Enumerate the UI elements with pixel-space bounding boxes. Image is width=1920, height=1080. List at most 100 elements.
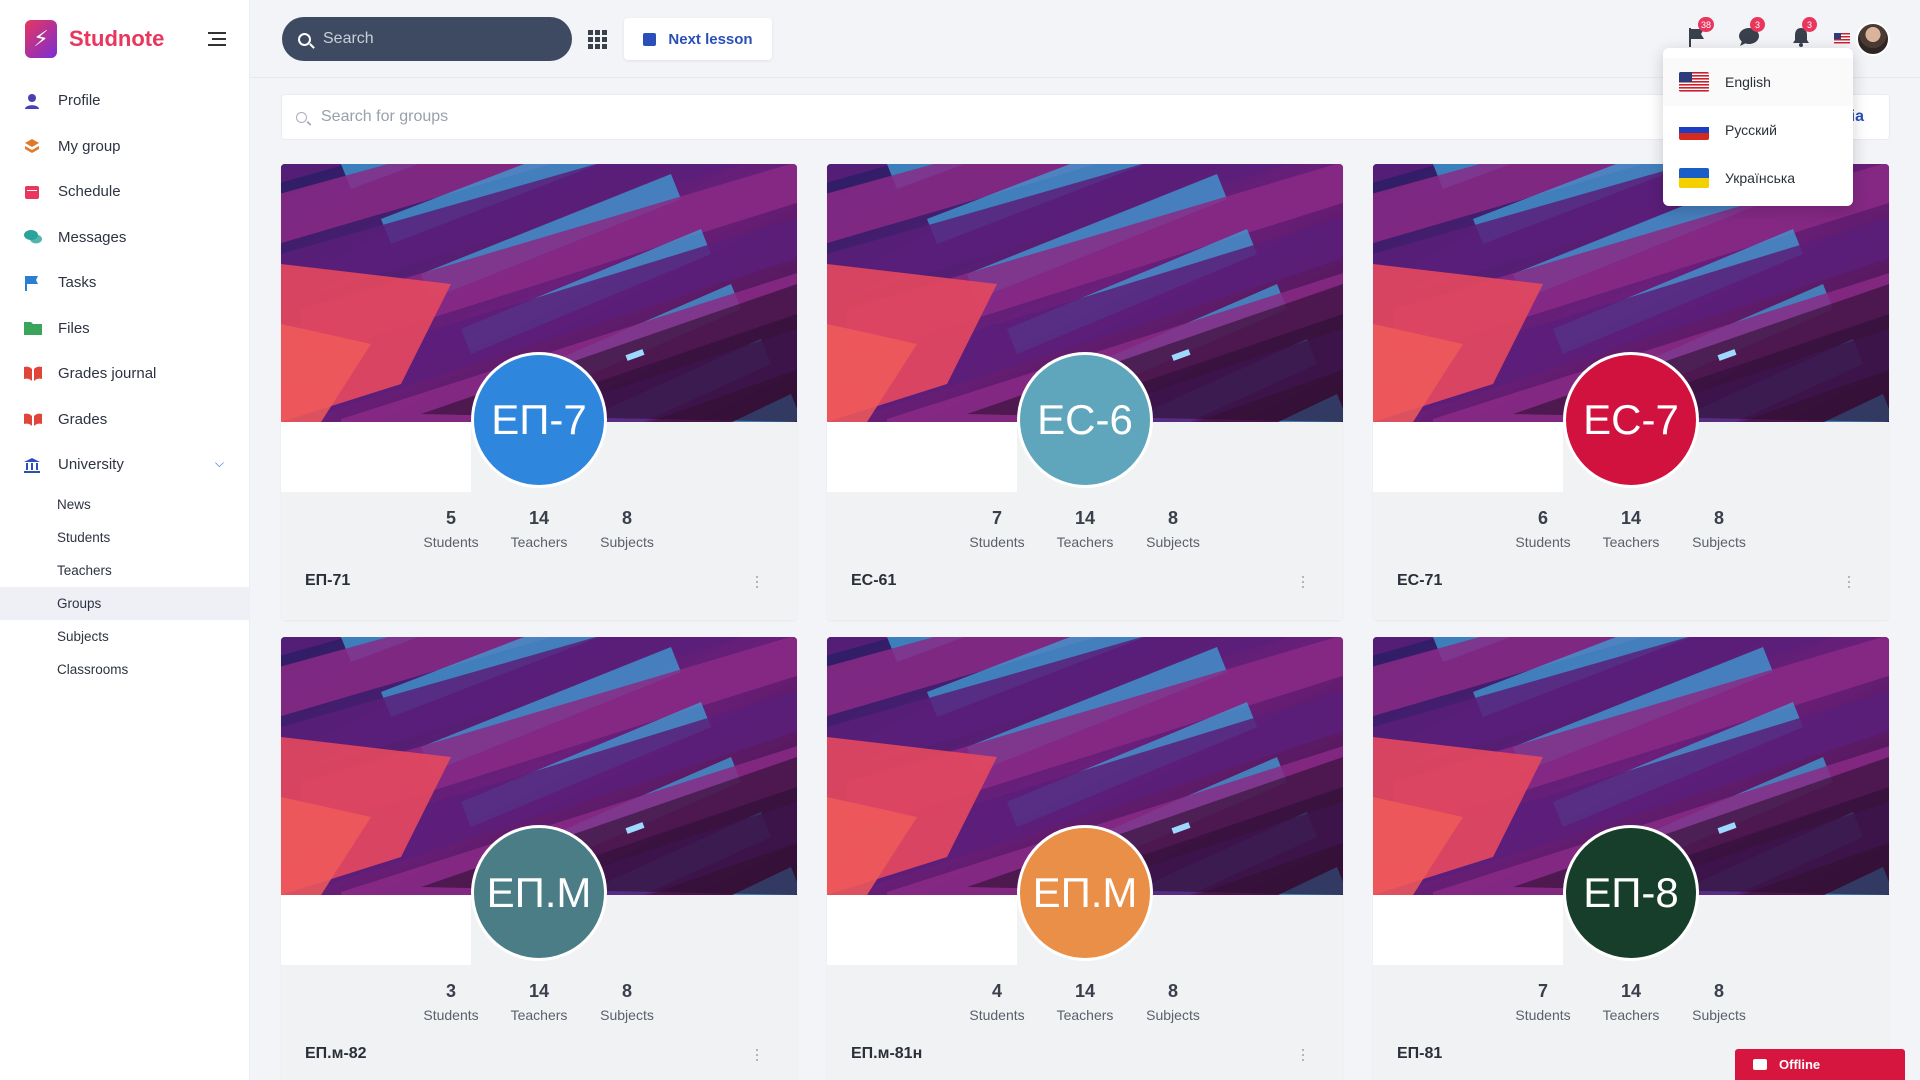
teachers-stat: 14 Teachers [509,981,569,1023]
brand[interactable]: ⚡ Studnote [0,0,249,78]
us-flag-icon [1679,72,1709,92]
teachers-count: 14 [1620,981,1642,1001]
notifications-bell-icon[interactable]: 3 [1790,17,1817,48]
sidebar-item-grades[interactable]: Grades [0,397,249,443]
students-label: Students [969,534,1025,550]
students-label: Students [1515,1007,1571,1023]
group-name[interactable]: ЕП.м-82 [305,1045,367,1062]
menu-toggle-icon[interactable] [208,32,226,46]
teachers-stat: 14 Teachers [1601,508,1661,550]
sidebar-subitem-groups[interactable]: Groups [0,586,249,620]
language-option-us[interactable]: English [1663,58,1853,106]
search-icon [296,111,307,123]
envelope-icon [1753,1059,1767,1070]
sidebar: ⚡ Studnote Profile My group Schedule Mes… [0,0,250,1080]
sidebar-item-university[interactable]: University ⌵ [0,442,249,488]
card-band [1373,422,1563,492]
cover-image [281,164,797,422]
students-count: 5 [445,508,456,528]
offline-chat-button[interactable]: Offline [1735,1049,1905,1080]
subjects-stat: 8 Subjects [597,508,657,550]
more-options-icon[interactable] [756,576,759,588]
tasks-badge: 38 [1698,17,1715,32]
sidebar-item-my-group[interactable]: My group [0,124,249,170]
students-label: Students [969,1007,1025,1023]
sidebar-item-label: Schedule [58,183,121,201]
sidebar-subitem-subjects[interactable]: Subjects [57,628,109,644]
language-label: English [1725,74,1771,90]
group-avatar: ЕС-6 [1017,352,1153,488]
language-option-ua[interactable]: Українська [1663,154,1853,202]
search-icon [298,32,311,46]
lightning-logo-icon: ⚡ [25,20,57,58]
calendar-icon [643,32,657,46]
group-card[interactable]: ЕС-7 6 Students 14 Teachers 8 Subjects ЕС-7… [1373,164,1889,620]
chevron-down-icon[interactable]: ⌵ [214,456,224,470]
global-search-input[interactable]: Search [282,17,572,61]
students-label: Students [423,534,479,550]
group-card[interactable]: ЕП-7 5 Students 14 Teachers 8 Subjects ЕП-7… [281,164,797,620]
sidebar-item-label: Tasks [58,274,97,292]
sidebar-item-files[interactable]: Files [0,306,249,352]
flag-icon [24,275,42,291]
sidebar-item-profile[interactable]: Profile [0,78,249,124]
sidebar-item-label: Files [58,319,90,337]
group-avatar: ЕП-8 [1563,825,1699,961]
more-options-icon[interactable] [1848,576,1851,588]
subjects-stat: 8 Subjects [1689,981,1749,1023]
group-card[interactable]: ЕП-8 7 Students 14 Teachers 8 Subjects ЕП-8… [1373,637,1889,1080]
subjects-stat: 8 Subjects [1143,508,1203,550]
group-card[interactable]: ЕП.М 4 Students 14 Teachers 8 Subjects ЕП.м… [827,637,1343,1080]
messages-chat-icon[interactable]: 3 [1738,17,1765,48]
layers-icon [24,138,42,154]
subjects-count: 8 [1713,508,1724,528]
language-option-ru[interactable]: Русский [1663,106,1853,154]
chat-icon [24,229,42,245]
more-options-icon[interactable] [756,1049,759,1061]
language-label: Українська [1725,170,1796,186]
sidebar-item-schedule[interactable]: Schedule [0,169,249,215]
sidebar-item-grades-journal[interactable]: Grades journal [0,351,249,397]
calendar-icon [24,184,42,200]
sidebar-subitem-classrooms[interactable]: Classrooms [57,661,129,677]
subjects-label: Subjects [1692,534,1746,550]
group-name[interactable]: ЕП.м-81н [851,1045,923,1062]
teachers-label: Teachers [1056,534,1114,550]
messages-badge: 3 [1750,17,1765,32]
us-flag-icon[interactable] [1834,33,1850,44]
sidebar-subitem-news[interactable]: News [57,496,91,512]
sidebar-item-tasks[interactable]: Tasks [0,260,249,306]
sidebar-item-label: University [58,456,124,474]
sidebar-subitem-students[interactable]: Students [57,529,111,545]
sidebar-item-label: Profile [58,92,101,110]
more-options-icon[interactable] [1302,1049,1305,1061]
group-card[interactable]: ЕС-6 7 Students 14 Teachers 8 Subjects ЕС-6… [827,164,1343,620]
group-name[interactable]: ЕС-71 [1397,572,1443,589]
group-name[interactable]: ЕС-61 [851,572,897,589]
subjects-label: Subjects [600,534,654,550]
teachers-label: Teachers [1602,534,1660,550]
subjects-stat: 8 Subjects [597,981,657,1023]
ua-flag-icon [1679,168,1709,188]
sidebar-item-messages[interactable]: Messages [0,215,249,261]
sidebar-item-label: Grades [58,410,108,428]
students-stat: 7 Students [1513,981,1573,1023]
apps-grid-icon[interactable] [588,30,607,49]
subjects-count: 8 [621,981,632,1001]
students-stat: 5 Students [421,508,481,550]
subjects-count: 8 [1167,508,1178,528]
next-lesson-button[interactable]: Next lesson [624,18,772,60]
tasks-flag-icon[interactable]: 38 [1686,17,1715,48]
group-card[interactable]: ЕП.М 3 Students 14 Teachers 8 Subjects ЕП.м… [281,637,797,1080]
user-avatar[interactable] [1856,22,1890,56]
students-count: 6 [1537,508,1548,528]
user-icon [24,93,42,109]
group-name[interactable]: ЕП-81 [1397,1045,1443,1062]
card-band [827,895,1017,965]
more-options-icon[interactable] [1302,576,1305,588]
group-search-input[interactable]: Search for groups lia [281,94,1890,140]
sidebar-item-label: Messages [58,228,127,246]
sidebar-subitem-teachers[interactable]: Teachers [57,562,112,578]
group-name[interactable]: ЕП-71 [305,572,351,589]
language-dropdown: English Русский Українська [1663,48,1853,206]
